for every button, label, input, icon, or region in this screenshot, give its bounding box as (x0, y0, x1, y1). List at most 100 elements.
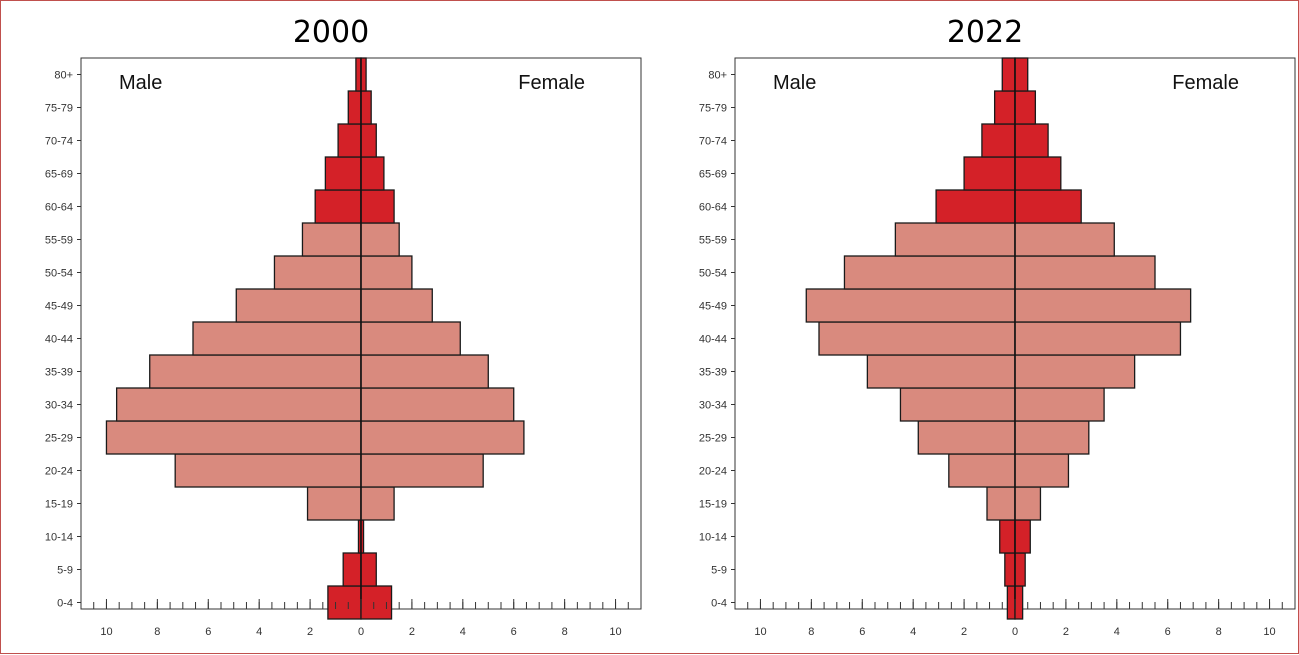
x-tick-label: 2 (307, 626, 313, 638)
bar-female-30-34 (1014, 387, 1105, 422)
bar-male-20-24 (948, 453, 1016, 488)
age-label-15-19: 15-19 (699, 499, 727, 511)
bar-male-60-64 (935, 189, 1016, 224)
pyramid-chart-2000: 0-4 5-9 10-14 15-19 20-24 25-29 30-34 35-39 40-4… (45, 57, 642, 638)
x-tick-label: 6 (859, 626, 865, 638)
x-tick-label: 10 (1263, 626, 1275, 638)
bar-male-10-14 (999, 519, 1016, 554)
legend-male-label: Male (119, 72, 162, 94)
bar-male-60-64 (314, 189, 362, 224)
bar-female-60-64 (1014, 189, 1082, 224)
age-label-25-29: 25-29 (45, 433, 73, 445)
x-tick-label: 8 (1216, 626, 1222, 638)
bar-male-55-59 (894, 222, 1016, 257)
bar-female-5-9 (360, 552, 377, 587)
bar-female-55-59 (360, 222, 400, 257)
bar-male-30-34 (899, 387, 1016, 422)
age-label-55-59: 55-59 (45, 235, 73, 247)
legend-male-label: Male (773, 72, 816, 94)
age-label-15-19: 15-19 (45, 499, 73, 511)
x-tick-label: 2 (409, 626, 415, 638)
age-label-45-49: 45-49 (45, 301, 73, 313)
age-label-10-14: 10-14 (699, 532, 727, 544)
age-label-10-14: 10-14 (45, 532, 73, 544)
x-tick-label: 10 (754, 626, 766, 638)
x-tick-label: 10 (100, 626, 112, 638)
x-tick-label: 0 (1012, 626, 1018, 638)
bar-female-10-14 (1014, 519, 1031, 554)
bar-female-80+ (360, 57, 367, 92)
bar-female-40-44 (360, 321, 461, 356)
bar-male-20-24 (174, 453, 362, 488)
x-tick-label: 8 (562, 626, 568, 638)
bar-female-25-29 (1014, 420, 1090, 455)
bar-female-70-74 (360, 123, 377, 158)
age-label-60-64: 60-64 (699, 202, 727, 214)
age-label-25-29: 25-29 (699, 433, 727, 445)
bar-male-45-49 (805, 288, 1016, 323)
bar-female-75-79 (1014, 90, 1037, 125)
age-label-70-74: 70-74 (45, 136, 73, 148)
bar-male-70-74 (981, 123, 1016, 158)
bar-female-0-4 (1014, 585, 1024, 620)
bar-female-15-19 (1014, 486, 1042, 521)
legend-female-label: Female (1172, 72, 1239, 94)
bar-female-15-19 (360, 486, 395, 521)
bar-male-15-19 (986, 486, 1016, 521)
age-label-20-24: 20-24 (699, 466, 727, 478)
x-tick-label: 4 (910, 626, 916, 638)
bar-female-20-24 (1014, 453, 1070, 488)
chart-title: 2000 (292, 15, 370, 50)
age-label-0-4: 0-4 (711, 598, 727, 610)
bar-female-50-54 (360, 255, 413, 290)
bar-female-70-74 (1014, 123, 1049, 158)
bar-female-25-29 (360, 420, 525, 455)
age-label-20-24: 20-24 (45, 466, 73, 478)
bar-female-35-39 (360, 354, 489, 389)
bar-female-45-49 (360, 288, 433, 323)
x-tick-label: 2 (1063, 626, 1069, 638)
age-label-40-44: 40-44 (699, 334, 727, 346)
x-tick-label: 6 (1165, 626, 1171, 638)
bar-female-45-49 (1014, 288, 1192, 323)
x-tick-label: 10 (609, 626, 621, 638)
bar-female-65-69 (360, 156, 385, 191)
bar-female-35-39 (1014, 354, 1136, 389)
bar-female-60-64 (360, 189, 395, 224)
bar-female-65-69 (1014, 156, 1062, 191)
x-tick-label: 4 (256, 626, 262, 638)
bar-female-20-24 (360, 453, 484, 488)
x-tick-label: 2 (961, 626, 967, 638)
bar-female-30-34 (360, 387, 515, 422)
bar-female-40-44 (1014, 321, 1182, 356)
bar-female-75-79 (360, 90, 372, 125)
bar-male-45-49 (235, 288, 362, 323)
age-label-65-69: 65-69 (699, 169, 727, 181)
bar-male-5-9 (342, 552, 362, 587)
bar-male-55-59 (301, 222, 362, 257)
bar-male-0-4 (1006, 585, 1016, 620)
bar-male-40-44 (192, 321, 362, 356)
age-label-5-9: 5-9 (57, 565, 73, 577)
age-label-75-79: 75-79 (699, 103, 727, 115)
age-label-30-34: 30-34 (699, 400, 727, 412)
bar-male-65-69 (963, 156, 1016, 191)
chart-title: 2022 (946, 15, 1024, 50)
age-label-35-39: 35-39 (699, 367, 727, 379)
age-label-30-34: 30-34 (45, 400, 73, 412)
bar-male-15-19 (306, 486, 362, 521)
age-label-35-39: 35-39 (45, 367, 73, 379)
x-tick-label: 0 (358, 626, 364, 638)
bar-female-50-54 (1014, 255, 1156, 290)
bar-male-35-39 (866, 354, 1016, 389)
bar-male-5-9 (1004, 552, 1016, 587)
bar-male-25-29 (917, 420, 1016, 455)
bar-male-40-44 (818, 321, 1016, 356)
bar-female-5-9 (1014, 552, 1026, 587)
x-tick-label: 4 (1114, 626, 1120, 638)
age-label-75-79: 75-79 (45, 103, 73, 115)
pyramid-panel-2000: 2000 0-4 5-9 10-14 15-19 20-24 25-29 30-34 35-3… (11, 1, 651, 655)
age-label-55-59: 55-59 (699, 235, 727, 247)
age-label-40-44: 40-44 (45, 334, 73, 346)
